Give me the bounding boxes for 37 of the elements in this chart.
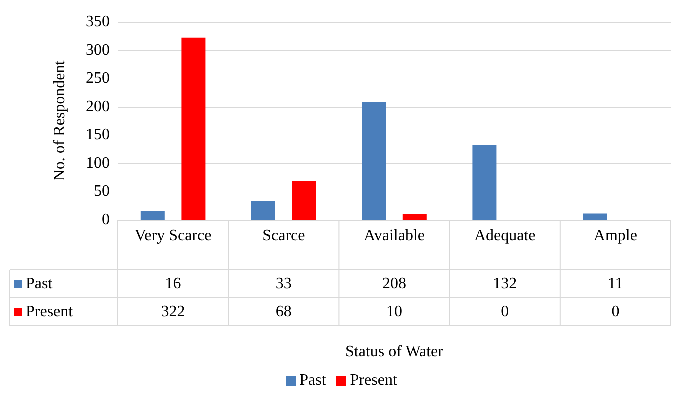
data-label: 33 — [276, 276, 292, 292]
data-label: 132 — [493, 276, 518, 292]
bar — [362, 102, 386, 220]
bar — [252, 201, 276, 220]
y-tick-label: 100 — [86, 154, 110, 172]
y-tick-label: 150 — [86, 126, 110, 144]
text: Present — [350, 372, 398, 389]
data-label: 0 — [501, 304, 510, 320]
x-tick-label: Adequate — [474, 228, 536, 244]
y-tick-label: 250 — [86, 70, 110, 88]
text: Status of Water — [346, 344, 444, 360]
data-label: 10 — [386, 304, 402, 320]
bar — [583, 214, 608, 220]
bar — [292, 182, 316, 220]
x-tick-label: Available — [364, 228, 426, 244]
y-tick-label: 200 — [86, 98, 110, 116]
x-tick-label: Very Scarce — [134, 228, 212, 244]
x-tick-label: Ample — [594, 228, 638, 244]
y-tick-label: 0 — [102, 212, 110, 228]
text: Past — [300, 372, 326, 389]
data-label: 11 — [608, 276, 624, 292]
data-label: 322 — [161, 304, 186, 320]
data-label: 16 — [165, 276, 182, 292]
legend-label: Present — [26, 304, 74, 320]
data-label: 0 — [612, 304, 620, 320]
data-label: 68 — [276, 304, 292, 320]
x-tick-label: Scarce — [262, 228, 306, 244]
y-tick-label: 50 — [94, 183, 110, 200]
bar — [140, 210, 165, 220]
data-label: 208 — [382, 276, 406, 292]
bar — [402, 214, 427, 220]
legend-label: Past — [26, 276, 54, 292]
y-tick-label: 350 — [86, 14, 110, 30]
y-tick-label: 300 — [86, 42, 110, 59]
bar — [472, 145, 497, 220]
y-axis-title: No. of Respondent — [52, 60, 68, 182]
bar — [182, 38, 206, 220]
